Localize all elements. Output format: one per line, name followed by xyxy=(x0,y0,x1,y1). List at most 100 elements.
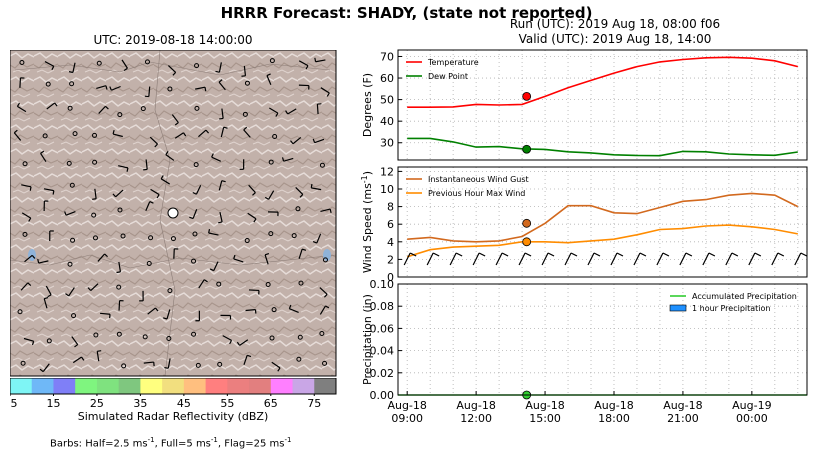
legend-entry: Temperature xyxy=(427,58,479,67)
y-tick-label: 30 xyxy=(380,137,394,150)
wind-barb xyxy=(208,228,219,236)
colorbar-cell xyxy=(292,378,315,394)
wind-barb xyxy=(173,248,179,259)
calm-wind-marker xyxy=(116,284,122,290)
calm-wind-marker xyxy=(217,361,223,367)
x-tick-label: Aug-18 xyxy=(456,399,495,412)
y-tick-label: 0.02 xyxy=(370,367,395,380)
wind-barb xyxy=(96,350,102,362)
wind-barb xyxy=(264,252,270,265)
x-tick-label: 09:00 xyxy=(391,412,423,425)
wind-barb xyxy=(39,363,50,373)
colorbar-cell xyxy=(140,378,163,394)
wind-barb xyxy=(44,61,55,71)
wind-barb xyxy=(449,252,463,266)
calm-wind-marker xyxy=(272,134,278,140)
wind-barb xyxy=(40,150,47,163)
terrain-map[interactable] xyxy=(10,50,337,377)
calm-wind-marker xyxy=(22,161,28,167)
colorbar-tick-label: 65 xyxy=(264,397,278,410)
wind-barb xyxy=(171,114,179,126)
y-tick-label: 50 xyxy=(380,94,394,107)
wind-barb xyxy=(118,300,124,311)
wind-barb xyxy=(37,259,49,264)
wind-barb xyxy=(209,261,219,272)
calm-wind-marker xyxy=(170,236,176,242)
legend-entry: Dew Point xyxy=(428,72,468,81)
y-tick-label: 8 xyxy=(387,201,394,214)
wind-barb xyxy=(13,129,22,141)
wind-barb xyxy=(320,87,330,97)
station-location-marker[interactable] xyxy=(167,207,179,219)
wind-barb xyxy=(248,289,260,295)
wind-barb xyxy=(285,108,297,115)
wind-barb xyxy=(100,312,111,319)
colorbar-cell xyxy=(75,378,98,394)
x-tick-label: Aug-18 xyxy=(594,399,633,412)
y-tick-label: 2 xyxy=(387,253,394,266)
calm-wind-marker xyxy=(167,86,173,92)
wind-barb xyxy=(162,309,171,320)
calm-wind-marker xyxy=(116,331,122,337)
wind-barb xyxy=(247,212,257,223)
calm-wind-marker xyxy=(117,112,123,118)
colorbar-cell xyxy=(270,378,294,394)
x-tick-label: Aug-18 xyxy=(525,399,564,412)
colorbar-cell xyxy=(96,378,120,394)
wind-barb xyxy=(243,354,252,365)
series-line xyxy=(407,56,798,108)
x-tick-label: Aug-18 xyxy=(387,399,426,412)
wind-barb xyxy=(314,57,326,63)
wind-barb xyxy=(20,282,32,291)
wind-barb xyxy=(65,287,75,297)
wind-barb xyxy=(316,103,322,115)
colorbar-tick-label: 75 xyxy=(307,397,321,410)
map-frame xyxy=(10,50,337,377)
wind-barb xyxy=(92,188,97,200)
wind-barb xyxy=(319,305,330,315)
wind-barb xyxy=(233,254,244,263)
wind-barb xyxy=(198,279,208,289)
wind-barb xyxy=(702,252,716,266)
calm-wind-marker xyxy=(244,80,250,86)
calm-wind-marker xyxy=(167,288,173,294)
wind-barb xyxy=(610,252,624,266)
wind-barb xyxy=(21,212,32,222)
wind-barb xyxy=(112,189,124,198)
wind-barb xyxy=(112,130,123,138)
y-tick-label: 40 xyxy=(380,115,394,128)
calm-wind-marker xyxy=(191,331,197,337)
plot-frame xyxy=(397,49,808,161)
wind-barb xyxy=(19,77,25,88)
wind-barb xyxy=(164,358,171,369)
wind-barb xyxy=(87,283,99,292)
calm-wind-marker xyxy=(244,238,250,244)
wind-barb xyxy=(109,85,121,91)
wind-barb xyxy=(174,132,187,139)
calm-wind-marker xyxy=(268,159,274,165)
colorbar-label: Simulated Radar Reflectivity (dBZ) xyxy=(77,410,269,423)
valid-time-label: Valid (UTC): 2019 Aug 18, 14:00 xyxy=(518,32,712,46)
legend-entry: 1 hour Precipitation xyxy=(692,304,771,313)
wind-barb xyxy=(160,175,171,185)
wind-barb xyxy=(633,252,647,266)
calm-wind-marker xyxy=(46,338,52,344)
wind-barb xyxy=(195,310,200,322)
calm-wind-marker xyxy=(216,281,222,287)
current-time-marker xyxy=(522,218,532,228)
calm-wind-marker xyxy=(66,160,72,166)
calm-wind-marker xyxy=(71,313,77,319)
calm-wind-marker xyxy=(140,106,146,112)
plot-frame xyxy=(397,166,808,278)
colorbar-cell xyxy=(31,378,54,394)
calm-wind-marker xyxy=(268,231,274,237)
wind-barb xyxy=(679,252,693,266)
x-tick-label: 18:00 xyxy=(598,412,630,425)
x-tick-label: Aug-19 xyxy=(732,399,771,412)
y-tick-label: 0.06 xyxy=(370,322,395,335)
wind-barb xyxy=(96,85,108,90)
calm-wind-marker xyxy=(193,162,199,168)
calm-wind-marker xyxy=(72,131,78,137)
wind-barb xyxy=(46,102,58,110)
